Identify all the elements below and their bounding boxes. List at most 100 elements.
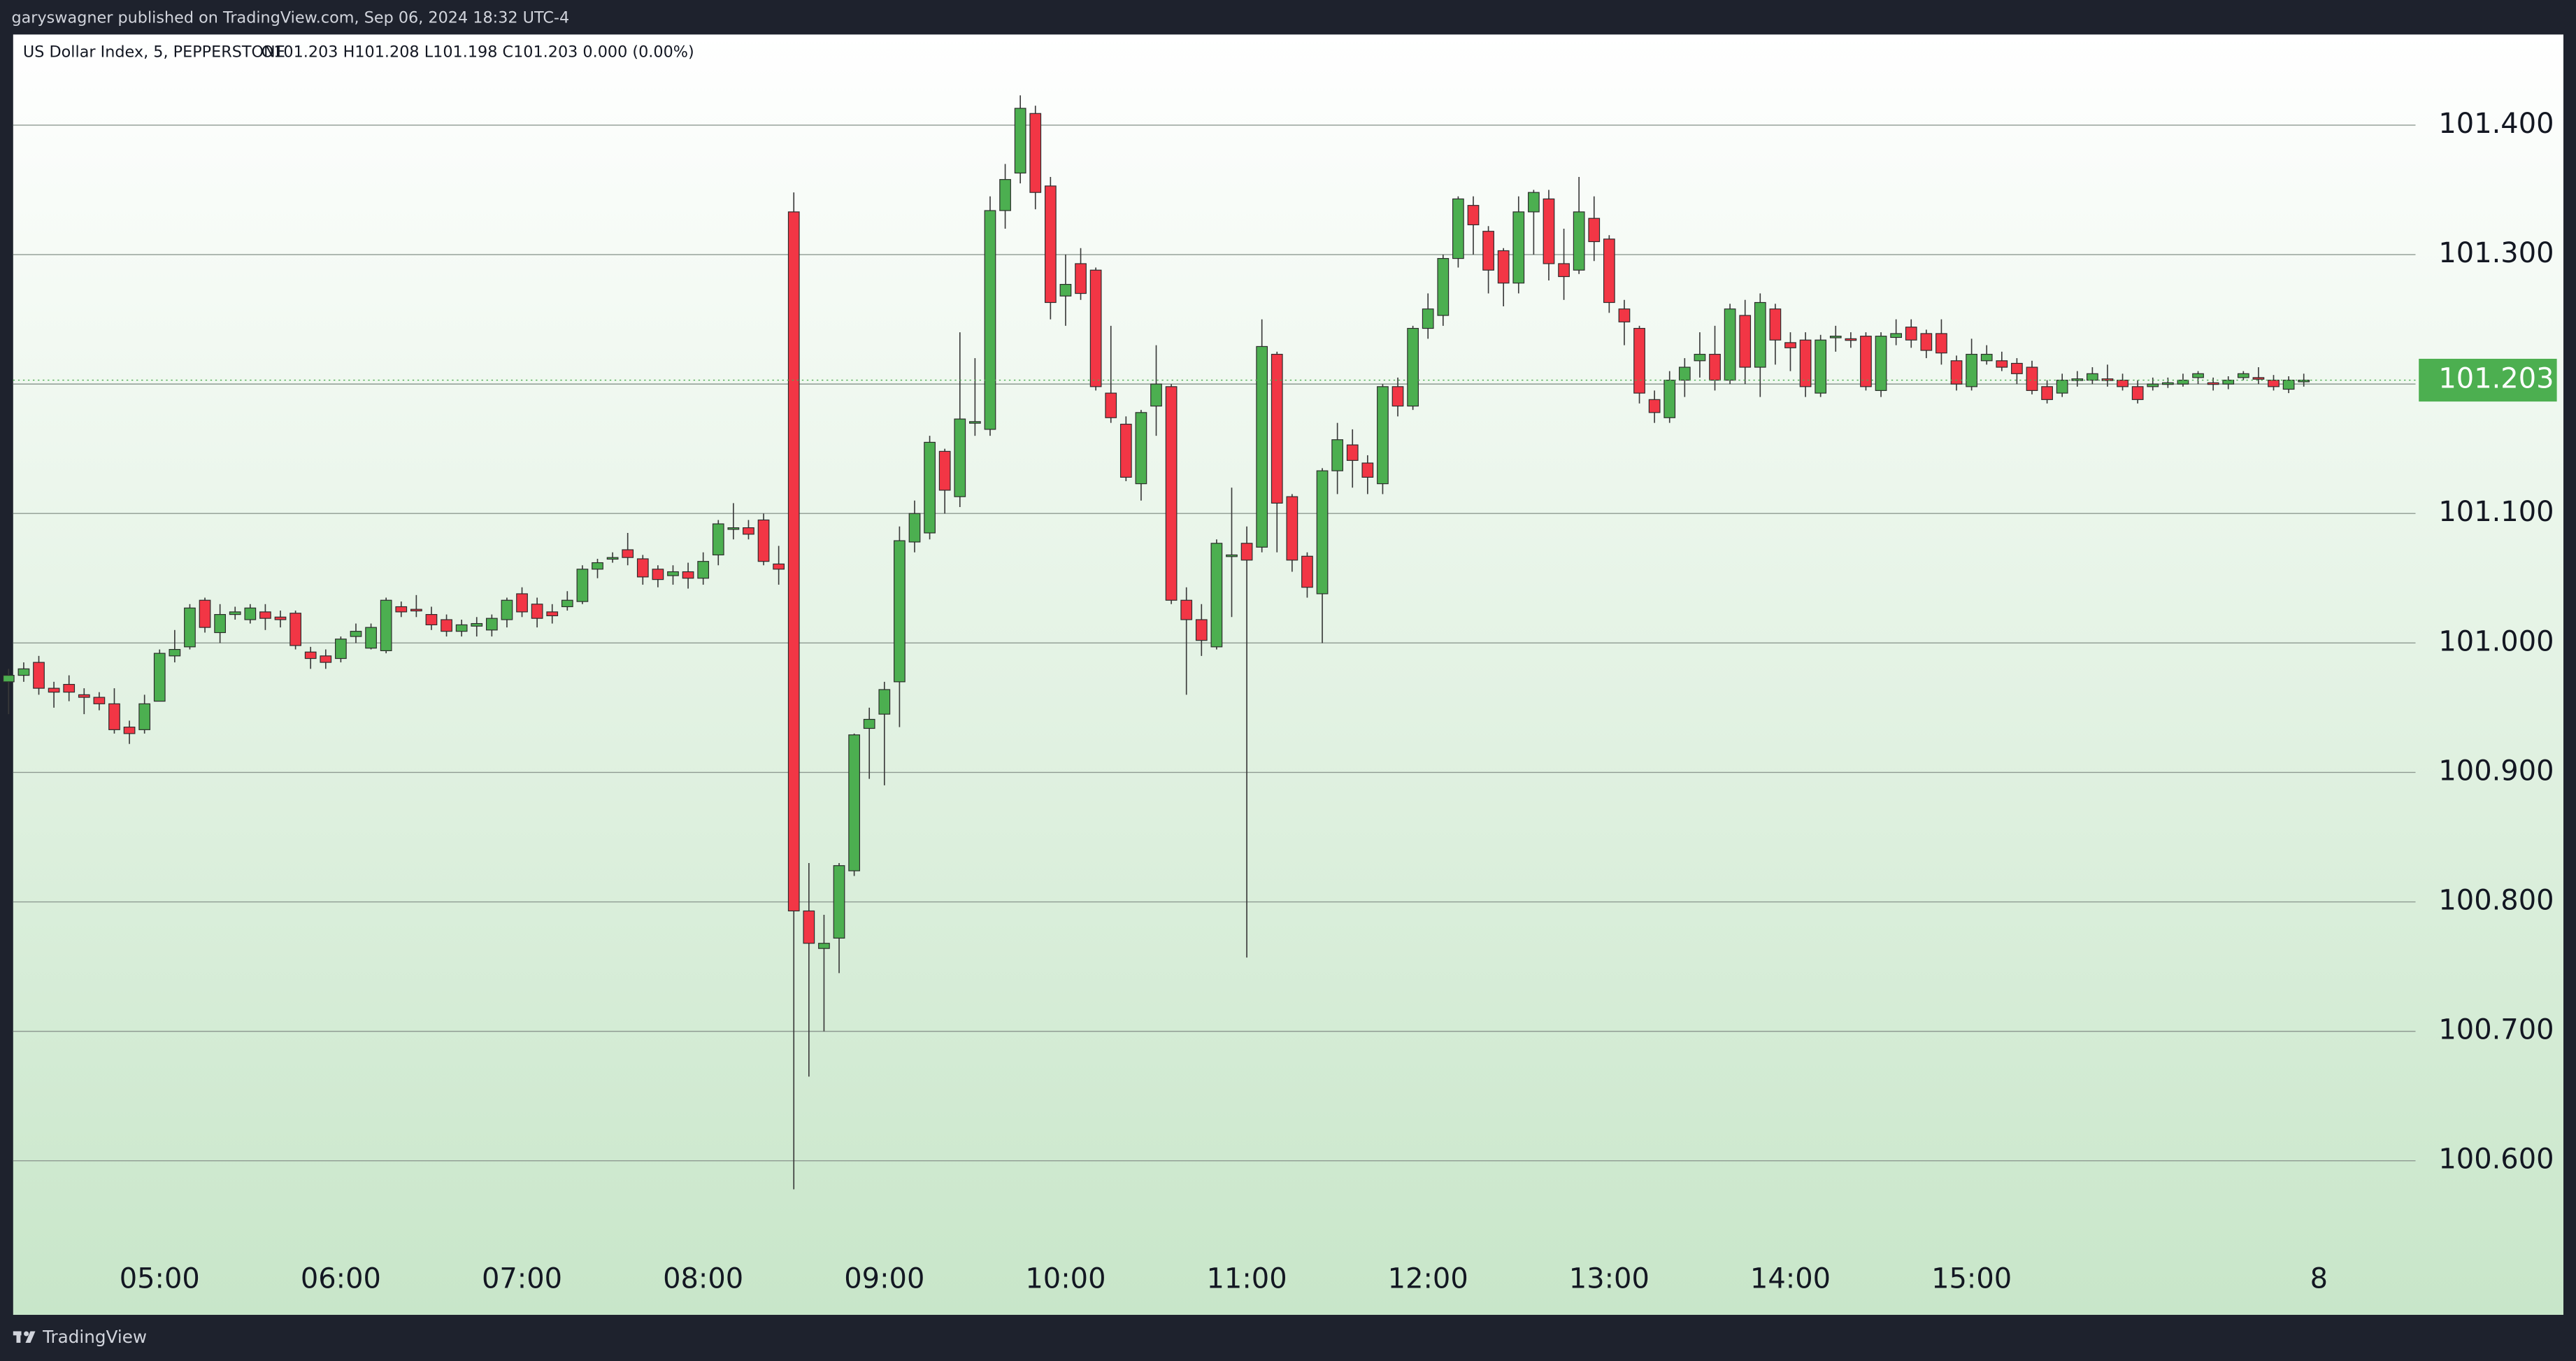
- candle-body: [1799, 339, 1812, 387]
- candle-body: [1105, 392, 1117, 418]
- candle-body: [1890, 333, 1903, 339]
- candle-body: [1920, 333, 1933, 351]
- x-tick-label: 06:00: [301, 1263, 381, 1295]
- candle-body: [1316, 470, 1329, 594]
- candle-body: [1528, 192, 1540, 213]
- candle-body: [229, 611, 241, 615]
- candle-body: [2041, 386, 2053, 400]
- candle-body: [2147, 383, 2159, 387]
- candle-body: [999, 179, 1011, 211]
- candle-body: [1391, 386, 1404, 407]
- x-tick-label: 14:00: [1750, 1263, 1831, 1295]
- candle-body: [1648, 399, 1661, 413]
- candle-body: [395, 606, 408, 613]
- candle-body: [2207, 382, 2219, 385]
- candle-body: [592, 562, 603, 570]
- candle-body: [2282, 379, 2295, 390]
- candle-body: [1784, 342, 1796, 348]
- candle-body: [138, 703, 151, 730]
- candle-body: [1059, 284, 1072, 297]
- candle-body: [320, 655, 332, 663]
- candle-body: [1860, 336, 1872, 387]
- candle-body: [2026, 366, 2038, 391]
- candle-body: [2298, 379, 2310, 383]
- x-tick-label: 8: [2310, 1263, 2328, 1295]
- candle-body: [1633, 327, 1645, 394]
- candle-body: [2237, 373, 2249, 378]
- candle-body: [1950, 360, 1963, 385]
- candle-body: [1512, 211, 1525, 284]
- x-tick-label: 07:00: [482, 1263, 562, 1295]
- candle-body: [1014, 108, 1026, 173]
- candle-body: [2252, 377, 2265, 380]
- candle-body: [2131, 386, 2144, 400]
- candle-body: [1195, 619, 1208, 641]
- brand-logo: [13, 1331, 36, 1343]
- candle-body: [546, 611, 559, 617]
- candle-body: [757, 519, 770, 562]
- candle-body: [1422, 308, 1434, 329]
- candle-body: [1905, 327, 1917, 341]
- candle-body: [471, 622, 483, 627]
- candle-body: [244, 607, 257, 620]
- candle-body: [1543, 198, 1555, 264]
- candle-body: [1618, 308, 1631, 322]
- candle-body: [682, 571, 694, 579]
- publish-info: garyswagner published on TradingView.com…: [11, 8, 569, 27]
- candle-body: [1678, 366, 1691, 381]
- candle-body: [274, 616, 287, 620]
- candle-body: [1135, 412, 1147, 485]
- candle-body: [2222, 379, 2235, 385]
- candle-body: [1769, 308, 1782, 341]
- candle-body: [485, 618, 498, 631]
- symbol-title: US Dollar Index, 5, PEPPERSTONE: [23, 43, 285, 62]
- x-tick-label: 13:00: [1569, 1263, 1650, 1295]
- candle-body: [1377, 386, 1389, 485]
- candle-body: [1966, 353, 1977, 387]
- candle-body: [2056, 379, 2068, 394]
- candle-body: [1815, 339, 1827, 394]
- candle-body: [1467, 205, 1480, 226]
- chart-panel: [13, 34, 2563, 1315]
- candle-body: [425, 614, 438, 625]
- candle-body: [410, 608, 422, 612]
- candle-body: [863, 718, 875, 729]
- candle-body: [1271, 353, 1283, 504]
- candle-body: [199, 599, 211, 628]
- candle-body: [1845, 338, 1857, 341]
- candle-body: [1226, 554, 1238, 557]
- candle-body: [350, 631, 362, 637]
- candle-body: [531, 604, 543, 619]
- candle-body: [636, 558, 649, 578]
- candle-body: [622, 549, 634, 558]
- x-tick-label: 09:00: [844, 1263, 924, 1295]
- candle-body: [2011, 362, 2023, 374]
- candle-body: [2087, 373, 2098, 381]
- candle-body: [984, 210, 996, 430]
- candle-body: [1497, 250, 1510, 284]
- candle-body: [1724, 308, 1736, 381]
- candle-body: [33, 662, 45, 689]
- candle-body: [787, 211, 800, 912]
- candle-body: [1301, 555, 1313, 588]
- candle-body: [184, 607, 196, 648]
- candle-body: [2117, 379, 2128, 387]
- candle-body: [938, 450, 951, 491]
- candle-body: [1361, 462, 1374, 478]
- candle-body: [773, 563, 785, 570]
- candle-body: [848, 734, 860, 871]
- candle-body: [743, 527, 754, 535]
- candle-body: [169, 648, 181, 657]
- candle-body: [712, 523, 724, 556]
- candle-body: [1180, 599, 1193, 620]
- candle-body: [1150, 383, 1162, 407]
- candle-body: [304, 651, 317, 660]
- candle-body: [878, 689, 891, 715]
- candle-body: [1558, 263, 1570, 278]
- candle-body: [924, 441, 936, 534]
- candle-body: [2101, 378, 2114, 381]
- y-tick-label: 101.400: [2438, 108, 2554, 140]
- y-tick-label: 101.100: [2438, 496, 2554, 528]
- candle-body: [1256, 345, 1268, 548]
